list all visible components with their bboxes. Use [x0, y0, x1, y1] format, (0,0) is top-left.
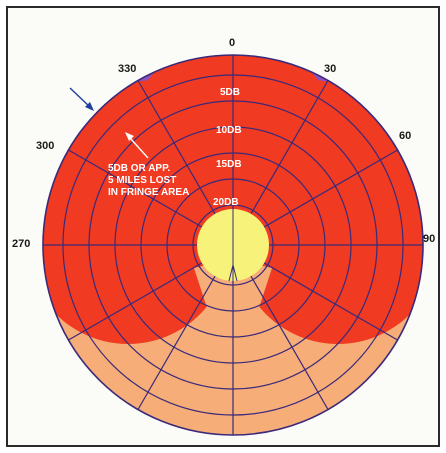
annotation-line-1: 5DB OR APP. [108, 163, 170, 174]
angle-label-330: 330 [118, 63, 136, 75]
angle-label-270: 270 [12, 238, 30, 250]
annotation-line-3: IN FRINGE AREA [108, 187, 189, 198]
ring-label-5db: 5DB [220, 87, 240, 98]
annotation-line-2: 5 MILES LOST [108, 175, 176, 186]
pointer-arrow-shaft [69, 87, 91, 108]
angle-label-30: 30 [324, 63, 336, 75]
angle-label-0: 0 [229, 37, 235, 49]
annotation-arrow-head [125, 132, 134, 141]
center-tick [228, 264, 238, 282]
coverage-pattern [43, 55, 423, 344]
ring-label-15db: 15DB [216, 159, 242, 170]
ring-label-10db: 10DB [216, 125, 242, 136]
diagram-frame: 5DB 10DB 15DB 20DB 5DB OR APP. 5 MILES L… [6, 6, 440, 447]
pointer-arrow-head [85, 102, 94, 111]
angle-label-60: 60 [399, 130, 411, 142]
angle-label-300: 300 [36, 140, 54, 152]
polar-coverage-diagram: 5DB 10DB 15DB 20DB 5DB OR APP. 5 MILES L… [12, 37, 435, 436]
annotation-arrow-shaft [129, 137, 149, 159]
angle-label-90: 90 [423, 233, 435, 245]
ring-label-20db: 20DB [213, 197, 239, 208]
